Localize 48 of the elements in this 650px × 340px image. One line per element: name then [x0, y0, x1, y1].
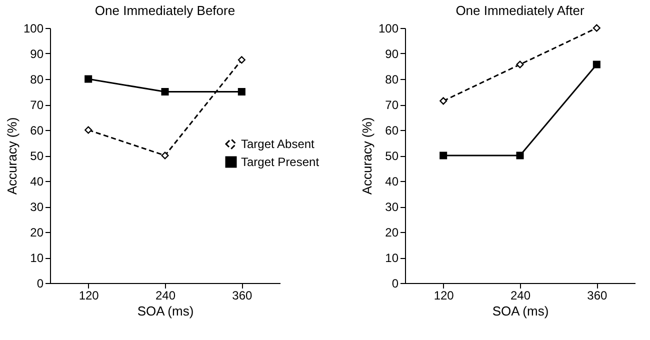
- y-tick-label: 50: [385, 149, 399, 163]
- y-tick-label: 100: [378, 22, 399, 36]
- point: [238, 88, 246, 96]
- y-tick-label: 10: [385, 251, 399, 265]
- y-axis-title: Accuracy (%): [359, 117, 374, 195]
- y-tick-label: 0: [36, 276, 44, 290]
- y-tick-label: 0: [392, 276, 399, 290]
- y-tick-label: 30: [30, 200, 44, 214]
- point: [440, 152, 448, 160]
- point: [161, 152, 169, 160]
- legend-label: Target Absent: [241, 137, 316, 151]
- chart-title: One Immediately Before: [94, 3, 236, 18]
- x-tick-label: 360: [232, 288, 252, 302]
- chart-title: One Immediately After: [456, 3, 585, 18]
- x-axis-title: SOA (ms): [492, 304, 549, 318]
- y-tick-label: 80: [30, 72, 44, 86]
- y-tick-label: 90: [30, 47, 44, 61]
- x-tick-label: 120: [434, 288, 454, 302]
- y-axis-title: Accuracy (%): [4, 117, 20, 195]
- point: [84, 75, 92, 83]
- y-tick-label: 70: [385, 98, 399, 112]
- y-tick-label: 90: [385, 47, 399, 61]
- legend-label: Target Present: [241, 155, 320, 169]
- y-tick-label: 60: [385, 124, 399, 138]
- point: [592, 60, 600, 68]
- point: [161, 88, 169, 96]
- y-tick-label: 50: [30, 149, 44, 163]
- point: [238, 56, 246, 64]
- point: [516, 152, 524, 160]
- x-axis-title: SOA (ms): [137, 304, 194, 318]
- x-tick-label: 120: [78, 288, 100, 302]
- y-tick-label: 70: [30, 98, 44, 112]
- y-tick-label: 60: [30, 124, 44, 138]
- y-tick-label: 30: [385, 200, 399, 214]
- point: [592, 24, 600, 32]
- y-tick-label: 20: [30, 226, 44, 240]
- point: [84, 126, 92, 134]
- point: [440, 97, 448, 105]
- x-tick-label: 360: [587, 288, 608, 302]
- y-tick-label: 80: [385, 72, 399, 86]
- y-tick-label: 40: [30, 174, 44, 188]
- y-tick-label: 20: [385, 226, 399, 240]
- y-tick-label: 10: [30, 251, 44, 265]
- point: [516, 60, 524, 68]
- y-tick-label: 40: [385, 174, 399, 188]
- y-tick-label: 100: [23, 22, 44, 36]
- x-tick-label: 240: [155, 288, 176, 302]
- x-tick-label: 240: [510, 288, 531, 302]
